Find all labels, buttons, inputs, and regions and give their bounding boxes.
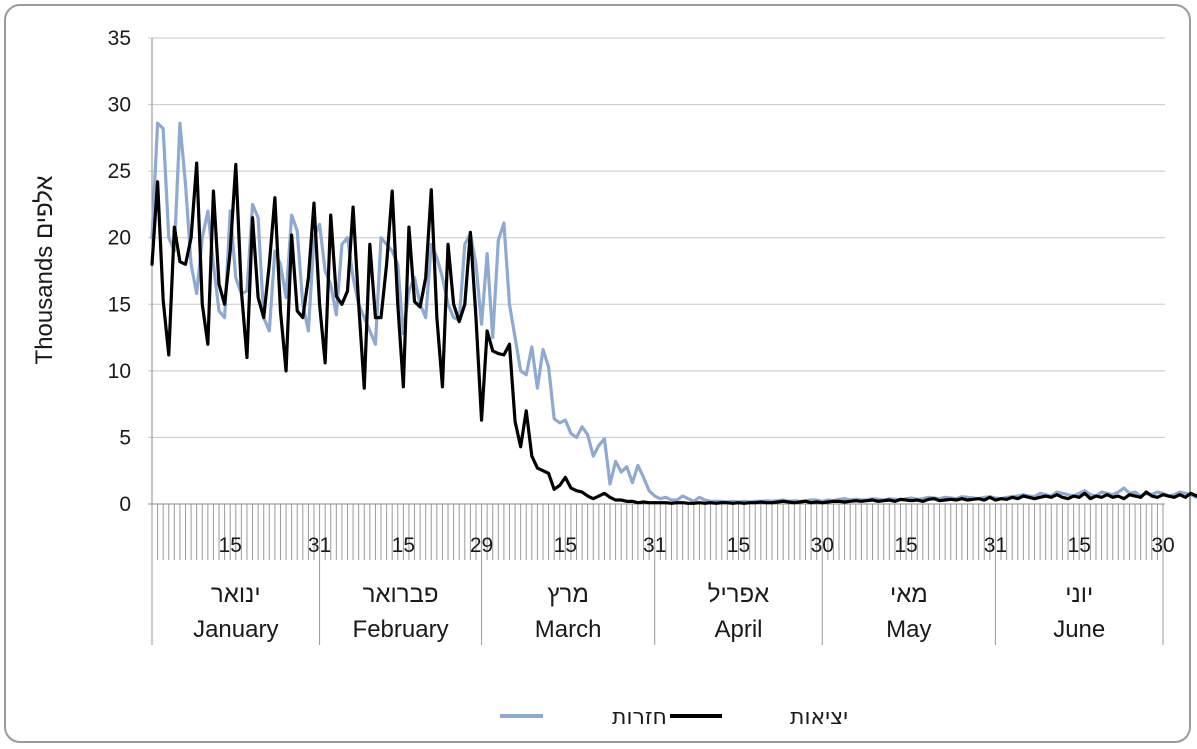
x-tick-label: 31 (984, 534, 1007, 557)
series-line-departures (150, 161, 1197, 505)
y-tick-label: 15 (108, 293, 131, 316)
month-label-hebrew: יוני (1065, 581, 1093, 608)
x-tick-label: 29 (470, 534, 493, 557)
x-tick-label: 15 (1068, 534, 1091, 557)
x-tick-label: 30 (811, 534, 834, 557)
chart-frame (4, 4, 1191, 743)
x-tick-label: 31 (643, 534, 666, 557)
month-label-hebrew: פברואר (363, 581, 439, 608)
y-tick-label: 5 (119, 426, 131, 449)
month-label-english: January (193, 616, 278, 643)
y-tick-label: 10 (108, 360, 131, 383)
legend-label: חזרות (612, 705, 667, 730)
month-label-english: March (535, 616, 602, 643)
series-lines (150, 121, 1197, 505)
x-tick-label: 15 (727, 534, 750, 557)
x-axis: 15 31 15 29 15 31 15 30 15 31 15 30 ינואר January פברו… (151, 504, 1175, 645)
y-tick-label: 0 (119, 493, 131, 516)
x-tick-label: 30 (1151, 534, 1174, 557)
month-label-english: April (714, 616, 762, 643)
x-tick-label: 15 (894, 534, 917, 557)
x-tick-label: 15 (554, 534, 577, 557)
month-label-english: May (886, 616, 931, 643)
y-tick-label: 20 (108, 227, 131, 250)
y-axis-title: Thousands אלפים (31, 176, 58, 365)
month-label-hebrew: אפריל (708, 581, 769, 608)
month-label-english: June (1053, 616, 1105, 643)
legend: חזרות יציאות (500, 705, 848, 730)
series-line-returns (150, 121, 1197, 504)
month-label-english: February (353, 616, 449, 643)
y-tick-label: 25 (108, 160, 131, 183)
x-tick-label: 15 (392, 534, 415, 557)
y-tick-label: 30 (108, 94, 131, 117)
month-label-hebrew: מאי (890, 581, 928, 608)
month-label-hebrew: ינואר (211, 581, 261, 608)
x-tick-label: 15 (219, 534, 242, 557)
month-label-hebrew: מרץ (547, 581, 588, 608)
legend-label: יציאות (790, 705, 848, 730)
x-tick-label: 31 (308, 534, 331, 557)
y-axis: 0 5 10 15 20 25 30 35 (108, 27, 153, 516)
y-tick-label: 35 (108, 27, 131, 50)
